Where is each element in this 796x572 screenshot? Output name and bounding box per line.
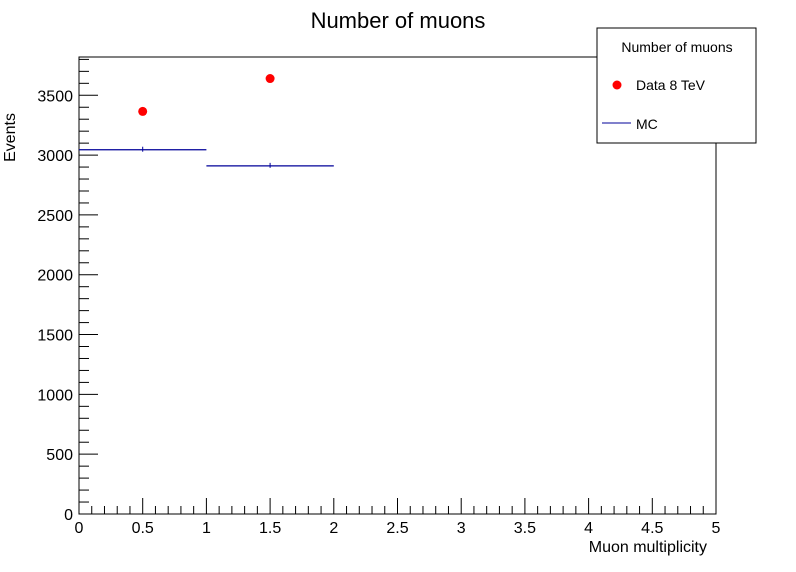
legend-entry-mc: MC <box>636 116 658 132</box>
x-tick-label: 4 <box>584 520 593 537</box>
y-tick-label: 3000 <box>37 148 73 165</box>
x-tick-label: 1.5 <box>259 520 281 537</box>
x-axis-label: Muon multiplicity <box>589 539 707 556</box>
y-tick-label: 2000 <box>37 268 73 285</box>
y-tick-label: 0 <box>64 507 73 524</box>
x-tick-label: 0.5 <box>132 520 154 537</box>
y-tick-label: 1500 <box>37 328 73 345</box>
axes: 0 0.5 1 1.5 2 2.5 3 3.5 4 4.5 5 0 500 1000 1500 2000 250… <box>37 56 721 537</box>
legend: Number of muons Data 8 TeV MC <box>596 27 757 144</box>
legend-box <box>596 27 757 144</box>
y-tick-label: 500 <box>46 447 73 464</box>
y-tick-label: 3500 <box>37 88 73 105</box>
data-series <box>138 74 275 116</box>
chart-title: Number of muons <box>311 8 486 33</box>
legend-title: Number of muons <box>621 39 732 55</box>
x-tick-label: 3 <box>457 520 466 537</box>
x-tick-label: 5 <box>712 520 721 537</box>
y-axis-label: Events <box>2 113 19 162</box>
data-point <box>138 106 148 116</box>
mc-series <box>79 146 334 168</box>
legend-data-marker <box>612 80 622 90</box>
y-tick-label: 1000 <box>37 387 73 404</box>
x-tick-label: 4.5 <box>641 520 663 537</box>
legend-entry-data: Data 8 TeV <box>636 77 706 93</box>
x-tick-label: 2 <box>329 520 338 537</box>
data-point <box>265 74 275 84</box>
x-tick-label: 1 <box>202 520 211 537</box>
x-tick-label: 0 <box>75 520 84 537</box>
x-tick-label: 3.5 <box>514 520 536 537</box>
y-tick-label: 2500 <box>37 208 73 225</box>
x-tick-label: 2.5 <box>386 520 408 537</box>
